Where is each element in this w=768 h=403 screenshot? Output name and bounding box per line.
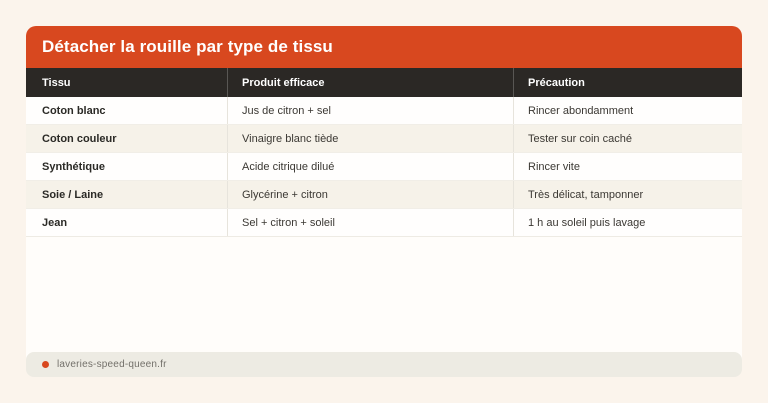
table-cell: Vinaigre blanc tiède <box>227 125 513 152</box>
table-row: Jean Sel + citron + soleil 1 h au soleil p… <box>26 209 742 237</box>
table-cell: Glycérine + citron <box>227 181 513 208</box>
table-cell: Tester sur coin caché <box>513 125 742 152</box>
page-title: Détacher la rouille par type de tissu <box>42 37 333 56</box>
table-header-row: Tissu Produit efficace Précaution <box>26 68 742 97</box>
table-body: Coton blanc Jus de citron + sel Rincer abo… <box>26 97 742 237</box>
table-cell: Coton couleur <box>42 132 117 145</box>
table-cell: Très délicat, tamponner <box>513 181 742 208</box>
column-header: Produit efficace <box>227 68 513 97</box>
table-cell: Synthétique <box>42 160 105 173</box>
source-footer-bar: laveries-speed-queen.fr <box>26 352 742 377</box>
table-cell: Soie / Laine <box>42 188 104 201</box>
table-cell: Sel + citron + soleil <box>227 209 513 236</box>
table-row: Soie / Laine Glycérine + citron Très délic… <box>26 181 742 209</box>
table-cell: Acide citrique dilué <box>227 153 513 180</box>
table-cell: Rincer abondamment <box>513 97 742 124</box>
table-cell: Rincer vite <box>513 153 742 180</box>
table-row: Coton blanc Jus de citron + sel Rincer abo… <box>26 97 742 125</box>
table-row: Coton couleur Vinaigre blanc tiède Tester … <box>26 125 742 153</box>
rust-removal-card: Détacher la rouille par type de tissu Ti… <box>26 26 742 377</box>
orange-dot-icon <box>42 361 49 368</box>
card-title-bar: Détacher la rouille par type de tissu <box>26 26 742 68</box>
column-header: Tissu <box>42 76 71 89</box>
table-cell: 1 h au soleil puis lavage <box>513 209 742 236</box>
table-cell: Jean <box>42 216 68 229</box>
column-header: Précaution <box>513 68 742 97</box>
source-url: laveries-speed-queen.fr <box>57 359 167 370</box>
table-cell: Coton blanc <box>42 104 106 117</box>
table-cell: Jus de citron + sel <box>227 97 513 124</box>
table-row: Synthétique Acide citrique dilué Rincer vi… <box>26 153 742 181</box>
fabric-rust-table: Tissu Produit efficace Précaution Coton bl… <box>26 68 742 237</box>
